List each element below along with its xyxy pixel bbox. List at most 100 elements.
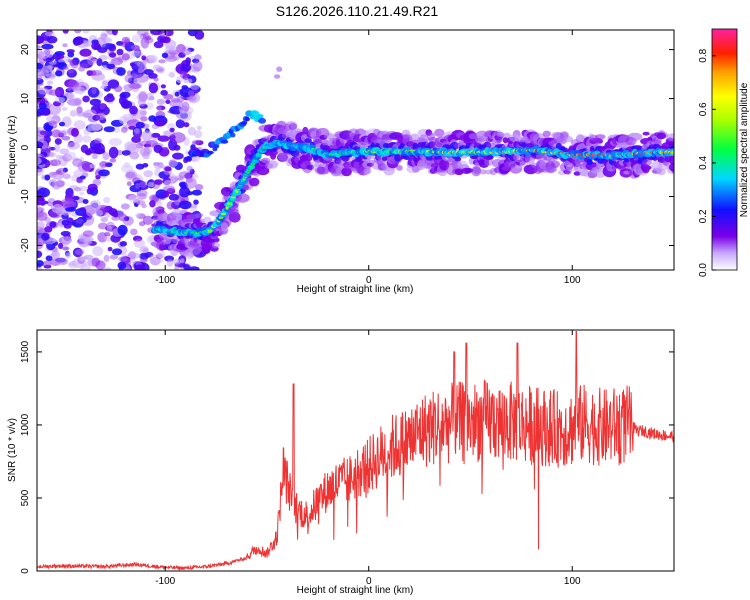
noise-blob	[82, 135, 92, 143]
noise-blob	[50, 252, 58, 257]
colorbar-tick-label: 0.6	[698, 102, 709, 116]
noise-blob	[69, 110, 77, 117]
noise-blob	[131, 34, 144, 43]
spec-x-tick-label: 100	[564, 275, 581, 286]
spectrogram-x-axis-label: Height of straight line (km)	[297, 284, 414, 295]
noise-blob	[56, 54, 65, 59]
noise-blob	[180, 258, 185, 264]
noise-blob	[163, 146, 169, 151]
spectrogram-y-axis-label: Frequency (Hz)	[7, 116, 18, 185]
noise-blob	[87, 121, 102, 132]
chart-title: S126.2026.110.21.49.R21	[276, 3, 439, 19]
noise-blob	[187, 126, 196, 136]
snr-marks	[37, 331, 674, 571]
spec-x-tick-label: -100	[155, 275, 175, 286]
spec-y-tick-label: -10	[20, 189, 31, 204]
snr-y-axis-label: SNR (10 * v/v)	[7, 418, 18, 482]
noise-blob	[37, 130, 48, 137]
noise-blob	[82, 30, 90, 34]
noise-blob	[138, 221, 146, 227]
ridge-peak	[671, 150, 674, 154]
ridge-halo	[502, 137, 508, 144]
noise-blob	[125, 171, 136, 179]
noise-blob	[48, 179, 58, 187]
ridge-halo	[501, 166, 512, 171]
noise-blob	[176, 76, 184, 83]
noise-blob	[120, 91, 131, 99]
ridge-envelope	[313, 154, 320, 161]
ridge-halo	[418, 134, 430, 144]
noise-blob	[37, 141, 44, 148]
noise-blob	[37, 157, 42, 165]
noise-blob	[48, 73, 56, 78]
noise-blob	[57, 167, 66, 175]
noise-blob	[59, 148, 70, 155]
noise-blob	[99, 104, 106, 110]
noise-blob	[196, 125, 202, 131]
noise-blob	[46, 80, 53, 85]
noise-blob	[183, 264, 190, 270]
noise-blob	[73, 120, 86, 130]
noise-blob	[194, 30, 205, 40]
noise-blob	[103, 94, 115, 103]
branch-blob	[241, 120, 248, 125]
noise-blob	[58, 121, 66, 127]
branch-blob	[213, 144, 220, 149]
noise-blob	[74, 187, 82, 192]
branch-blob	[276, 66, 283, 72]
noise-blob	[142, 248, 149, 254]
noise-blob	[139, 181, 147, 188]
noise-blob	[100, 31, 108, 39]
noise-blob	[55, 257, 68, 265]
noise-blob	[131, 50, 143, 57]
noise-blob	[151, 132, 161, 138]
noise-blob	[168, 193, 180, 201]
noise-blob	[54, 96, 66, 103]
noise-blob	[55, 130, 67, 137]
noise-blob	[52, 174, 60, 180]
ridge-halo	[479, 169, 487, 175]
noise-blob	[116, 67, 126, 76]
noise-blob	[67, 141, 80, 150]
noise-blob	[109, 158, 117, 163]
noise-blob	[134, 264, 145, 270]
noise-blob	[158, 59, 166, 64]
noise-blob	[37, 126, 40, 132]
noise-blob	[120, 41, 128, 47]
noise-blob	[80, 263, 91, 270]
noise-blob	[73, 86, 86, 95]
noise-blob	[123, 84, 133, 92]
ridge-halo	[410, 133, 420, 141]
noise-blob	[176, 177, 184, 181]
snr-x-tick-label: 100	[564, 576, 581, 587]
noise-blob	[48, 89, 62, 96]
noise-blob	[95, 114, 105, 121]
noise-blob	[191, 189, 202, 196]
noise-blob	[68, 97, 82, 106]
noise-blob	[76, 178, 84, 184]
noise-blob	[187, 95, 194, 101]
noise-blob	[163, 190, 170, 198]
branch-blob	[273, 74, 281, 79]
ridge-halo	[573, 171, 581, 176]
noise-blob	[117, 261, 127, 270]
colorbar: 0.0 0.2 0.4 0.6 0.8 Normalized spectral ampl…	[698, 28, 750, 277]
noise-blob	[105, 30, 111, 33]
noise-blob	[41, 232, 50, 241]
noise-blob	[82, 230, 94, 238]
ridge-halo	[642, 131, 650, 136]
noise-blob	[181, 101, 190, 112]
noise-blob	[193, 199, 199, 205]
noise-blob	[112, 211, 119, 218]
noise-blob	[133, 78, 140, 84]
noise-blob	[37, 205, 42, 213]
branch-blob	[230, 132, 236, 138]
snr-y-tick-label: 0	[20, 568, 31, 574]
noise-blob	[148, 54, 159, 64]
ridge-halo	[457, 160, 468, 169]
noise-blob	[141, 130, 153, 141]
noise-blob	[49, 221, 57, 228]
